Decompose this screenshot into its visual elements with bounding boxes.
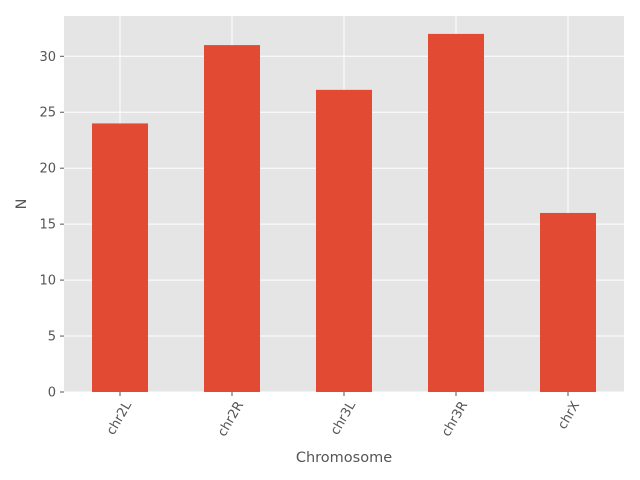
bar-chr2L bbox=[92, 123, 148, 392]
x-tick-label-chrX: chrX bbox=[555, 399, 583, 432]
bars bbox=[92, 33, 596, 393]
x-tick-label-chr2L: chr2L bbox=[104, 398, 135, 438]
x-tick-label-chr2R: chr2R bbox=[215, 399, 247, 439]
x-tick-label-chr3R: chr3R bbox=[439, 399, 471, 439]
y-tick-label: 0 bbox=[48, 386, 56, 401]
x-axis-title: Chromosome bbox=[296, 450, 392, 466]
bar-chr3R bbox=[428, 33, 484, 393]
bar-chr3L bbox=[316, 89, 372, 392]
x-tick-label-chr3L: chr3L bbox=[328, 398, 359, 438]
bar-chrX bbox=[540, 212, 596, 392]
y-tick-label: 25 bbox=[39, 106, 56, 121]
y-tick-label: 5 bbox=[48, 330, 56, 345]
y-tick-label: 20 bbox=[39, 162, 56, 177]
y-axis-title: N bbox=[14, 199, 30, 210]
y-tick-label: 30 bbox=[39, 50, 56, 65]
y-tick-label: 15 bbox=[39, 218, 56, 233]
bar-chr2R bbox=[204, 45, 260, 392]
x-axis-ticks: chr2L chr2R chr3L chr3R chrX bbox=[104, 392, 583, 439]
y-axis-ticks: 0 5 10 15 20 25 30 bbox=[39, 50, 64, 401]
y-tick-label: 10 bbox=[39, 274, 56, 289]
